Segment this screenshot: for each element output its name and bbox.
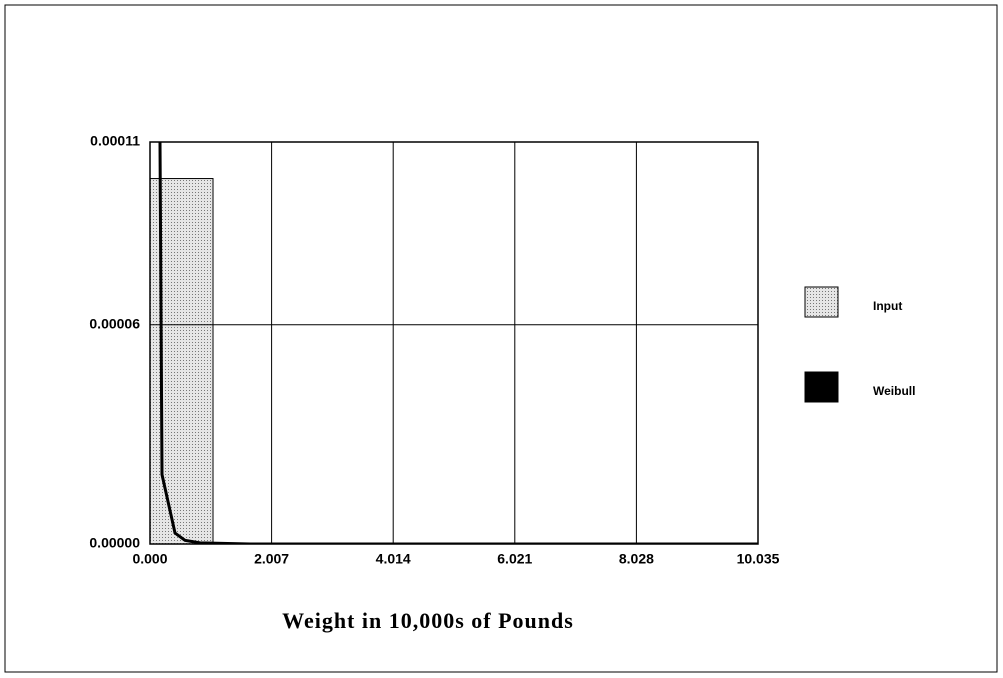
- x-tick-label: 4.014: [376, 551, 411, 567]
- plot-area: [150, 142, 758, 544]
- frame: [4, 4, 998, 673]
- x-tick-label: 6.021: [497, 551, 532, 567]
- y-tick-label: 0.00011: [90, 133, 140, 149]
- x-tick-label: 8.028: [619, 551, 654, 567]
- y-tick-label: 0.00006: [89, 315, 140, 331]
- x-tick-label: 10.035: [737, 551, 780, 567]
- line-series: [158, 142, 758, 544]
- x-axis-label: Weight in 10,000s of Pounds: [282, 608, 574, 633]
- legend-label: Input: [873, 299, 902, 313]
- x-tick-label: 2.007: [254, 551, 289, 567]
- legend-swatch: [804, 286, 839, 318]
- y-tick-label: 0.00000: [89, 535, 140, 551]
- plot-border: [149, 141, 759, 545]
- legend-label: Weibull: [873, 384, 915, 398]
- x-tick-label: 0.000: [132, 551, 167, 567]
- legend-swatch: [804, 371, 839, 403]
